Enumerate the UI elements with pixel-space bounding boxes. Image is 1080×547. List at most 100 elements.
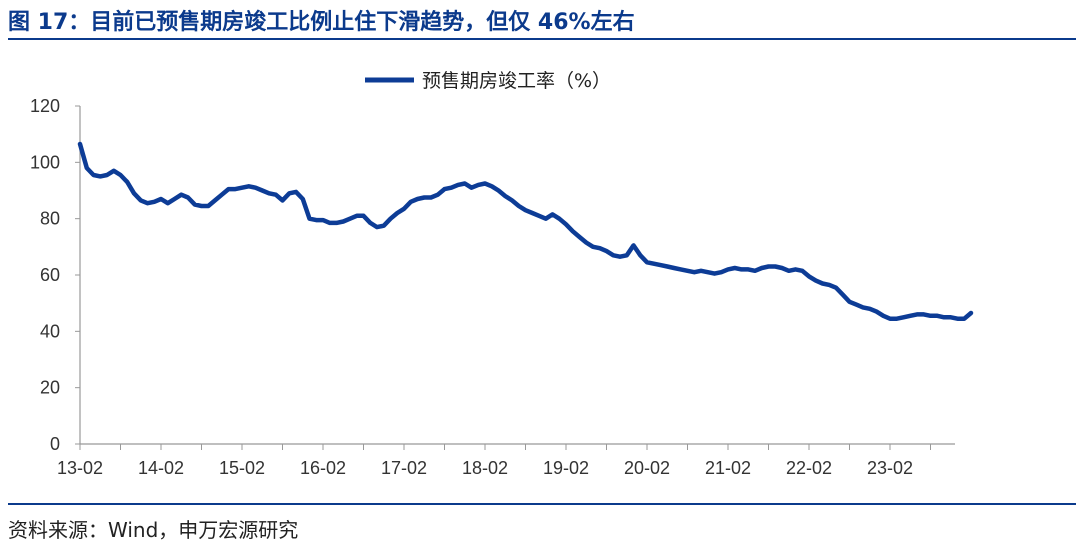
data-point [632, 244, 635, 246]
data-point [288, 192, 290, 194]
data-point [869, 308, 871, 310]
data-point [207, 205, 209, 207]
x-tick-label: 13-02 [57, 458, 103, 478]
x-tick-label: 19-02 [543, 458, 589, 478]
title-divider [8, 38, 1076, 40]
data-point [916, 313, 918, 315]
data-point [943, 316, 945, 318]
data-point [464, 182, 466, 185]
data-point [855, 304, 857, 306]
data-point [146, 202, 149, 204]
y-tick-label: 100 [30, 152, 60, 172]
data-point [86, 167, 88, 169]
data-point [619, 256, 621, 258]
y-tick-label: 60 [40, 265, 60, 285]
data-point [794, 268, 797, 270]
data-point [443, 188, 446, 190]
data-point [254, 187, 257, 189]
data-point [693, 271, 695, 273]
data-point [781, 267, 783, 269]
x-tick-label: 16-02 [300, 458, 346, 478]
y-axis-ticks: 0 20 40 60 80 100 120 [30, 96, 80, 454]
legend-label: 预售期房竣工率（%） [422, 70, 611, 92]
data-point [410, 201, 412, 203]
data-point [923, 313, 925, 315]
data-point [862, 306, 864, 308]
data-point [227, 188, 230, 190]
data-point [383, 225, 385, 227]
data-point [673, 267, 675, 269]
data-point [167, 202, 169, 204]
data-point [99, 175, 101, 177]
data-point [626, 254, 628, 256]
y-tick-label: 120 [30, 96, 60, 116]
data-point [457, 184, 459, 186]
data-point [497, 189, 500, 192]
data-point [437, 194, 439, 196]
data-point [902, 316, 905, 318]
x-tick-label: 18-02 [462, 458, 508, 478]
data-point [882, 315, 884, 317]
y-tick-label: 20 [40, 378, 60, 398]
x-tick-label: 23-02 [867, 458, 913, 478]
data-point [727, 268, 729, 270]
data-point [929, 315, 932, 317]
data-point [828, 284, 830, 286]
y-tick-label: 40 [40, 321, 60, 341]
data-point [815, 280, 817, 282]
data-point [545, 218, 547, 220]
axes [79, 106, 955, 445]
data-point [659, 264, 662, 266]
x-tick-label: 15-02 [219, 458, 265, 478]
data-point [801, 270, 803, 272]
data-point [774, 265, 776, 268]
data-point [524, 209, 527, 211]
data-point [592, 246, 594, 248]
data-point [140, 199, 142, 201]
data-point [248, 185, 250, 187]
data-point [470, 187, 473, 189]
data-point [396, 212, 398, 214]
data-point [875, 311, 878, 313]
data-point [92, 174, 95, 176]
data-point [646, 261, 648, 263]
data-point [126, 181, 128, 183]
data-point [808, 275, 810, 277]
x-tick-label: 21-02 [705, 458, 751, 478]
data-point [835, 287, 837, 289]
data-point [788, 270, 790, 272]
data-point [194, 204, 196, 206]
data-point [342, 220, 344, 223]
data-point [416, 198, 419, 200]
data-point [356, 215, 358, 217]
data-point [950, 316, 952, 318]
data-point [214, 199, 216, 201]
data-point [754, 270, 756, 272]
data-point [707, 271, 709, 273]
data-point [720, 271, 722, 273]
footer-divider [8, 503, 1076, 505]
data-point [484, 182, 486, 185]
data-point [79, 143, 81, 145]
data-point [295, 191, 297, 193]
data-point [889, 318, 891, 320]
data-point [653, 263, 655, 265]
data-point [281, 199, 284, 201]
data-point [599, 247, 601, 249]
data-point [842, 294, 844, 296]
data-point [504, 195, 506, 197]
data-point [970, 312, 972, 314]
data-point [936, 315, 938, 317]
data-point [160, 198, 162, 200]
data-point [187, 196, 189, 199]
data-point [275, 194, 277, 196]
data-point [268, 192, 270, 194]
data-point [909, 315, 911, 317]
data-point [551, 213, 554, 215]
data-point [308, 218, 311, 220]
data-point [173, 198, 176, 200]
data-point [200, 205, 203, 207]
data-point [680, 268, 682, 270]
y-tick-label: 0 [50, 434, 60, 454]
